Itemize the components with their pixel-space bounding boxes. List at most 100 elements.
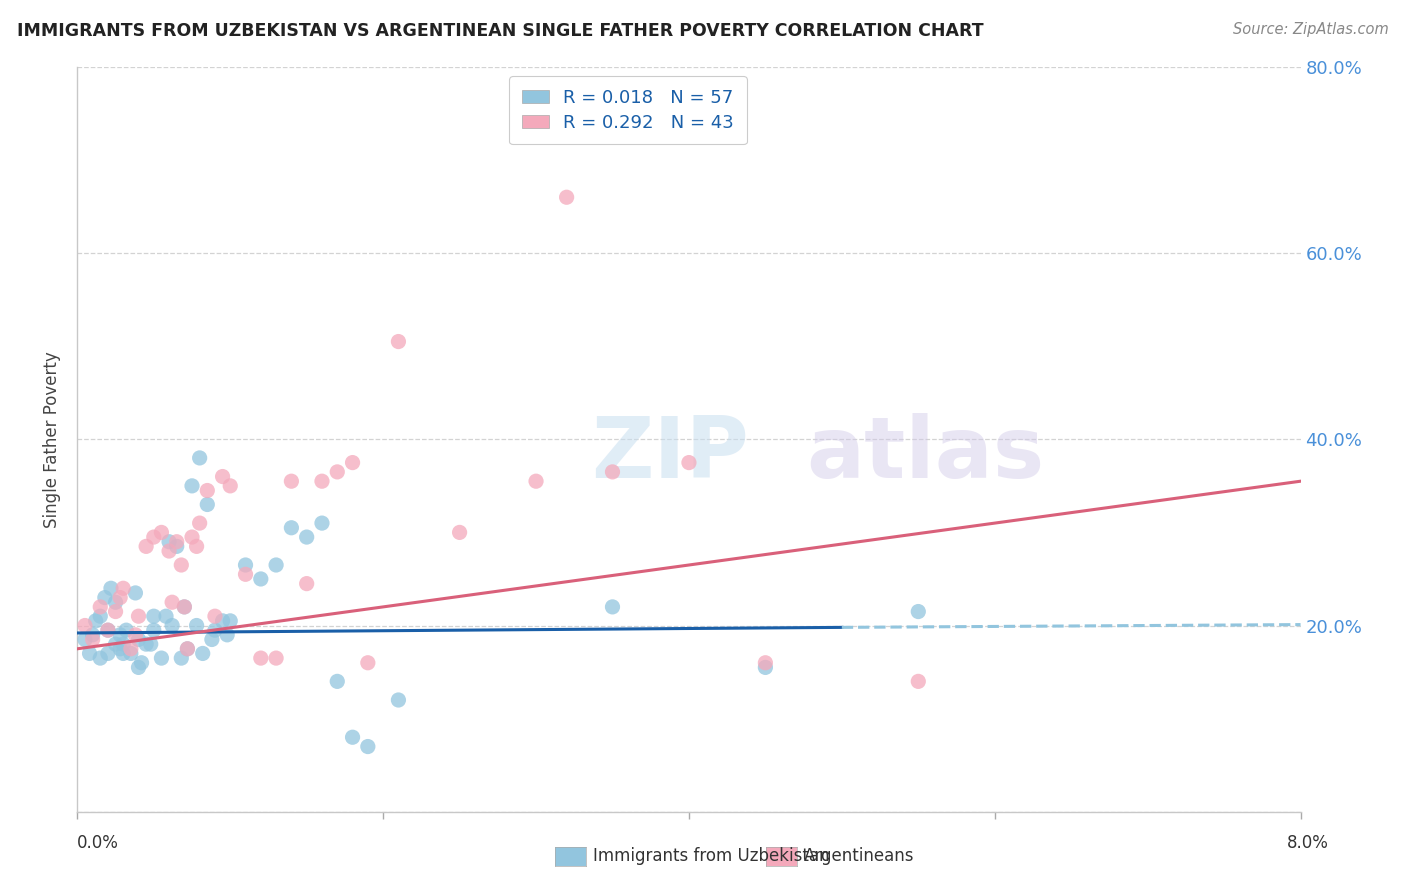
Point	[150, 525, 173, 540]
Point	[89, 609, 111, 624]
Point	[73, 632, 96, 647]
Point	[142, 530, 165, 544]
Point	[188, 516, 211, 530]
Point	[204, 609, 226, 624]
Point	[191, 647, 214, 661]
Point	[280, 474, 302, 488]
Point	[124, 586, 146, 600]
Point	[326, 465, 349, 479]
Point	[89, 651, 111, 665]
Point	[155, 609, 177, 624]
Point	[89, 599, 111, 614]
Legend: R = 0.018   N = 57, R = 0.292   N = 43: R = 0.018 N = 57, R = 0.292 N = 43	[509, 76, 747, 145]
Point	[94, 591, 117, 605]
Point	[387, 693, 409, 707]
Point	[678, 456, 700, 470]
Text: ZIP: ZIP	[591, 413, 749, 496]
Point	[186, 618, 208, 632]
Point	[181, 479, 204, 493]
Point	[128, 660, 150, 674]
Text: atlas: atlas	[807, 413, 1045, 496]
Point	[264, 558, 287, 572]
Point	[104, 605, 127, 619]
Point	[79, 647, 101, 661]
Point	[907, 605, 929, 619]
Point	[112, 582, 135, 596]
Point	[128, 632, 150, 647]
Point	[342, 456, 364, 470]
Point	[128, 609, 150, 624]
Point	[250, 572, 273, 586]
Point	[449, 525, 471, 540]
Point	[357, 656, 380, 670]
Point	[264, 651, 287, 665]
Point	[124, 628, 146, 642]
Point	[188, 450, 211, 465]
Point	[602, 599, 624, 614]
Point	[100, 582, 122, 596]
Point	[195, 483, 218, 498]
Point	[280, 521, 302, 535]
Point	[135, 637, 157, 651]
Point	[602, 465, 624, 479]
Point	[204, 623, 226, 637]
Point	[108, 641, 131, 656]
Point	[186, 540, 208, 554]
Point	[387, 334, 409, 349]
Point	[217, 628, 239, 642]
Point	[108, 591, 131, 605]
Point	[160, 618, 183, 632]
Point	[97, 647, 120, 661]
Point	[112, 647, 135, 661]
Point	[219, 479, 242, 493]
Point	[250, 651, 273, 665]
Point	[342, 730, 364, 744]
Point	[84, 614, 107, 628]
Point	[295, 530, 318, 544]
Point	[73, 618, 96, 632]
Point	[82, 628, 104, 642]
Point	[166, 540, 188, 554]
Point	[108, 628, 131, 642]
Point	[326, 674, 349, 689]
Point	[104, 595, 127, 609]
Point	[907, 674, 929, 689]
Text: Argentineans: Argentineans	[804, 847, 915, 865]
Point	[235, 558, 257, 572]
Point	[120, 641, 142, 656]
Point	[181, 530, 204, 544]
Point	[211, 614, 233, 628]
Point	[115, 623, 138, 637]
Point	[295, 576, 318, 591]
Point	[170, 651, 193, 665]
Point	[311, 474, 333, 488]
Point	[131, 656, 153, 670]
Point	[82, 632, 104, 647]
Point	[754, 656, 776, 670]
Text: Source: ZipAtlas.com: Source: ZipAtlas.com	[1233, 22, 1389, 37]
Point	[112, 637, 135, 651]
Point	[166, 534, 188, 549]
Point	[173, 599, 195, 614]
Text: 0.0%: 0.0%	[77, 834, 120, 852]
Point	[135, 540, 157, 554]
Point	[357, 739, 380, 754]
Point	[170, 558, 193, 572]
Point	[160, 595, 183, 609]
Point	[211, 469, 233, 483]
Point	[97, 623, 120, 637]
Text: 8.0%: 8.0%	[1286, 834, 1329, 852]
Point	[754, 660, 776, 674]
Text: IMMIGRANTS FROM UZBEKISTAN VS ARGENTINEAN SINGLE FATHER POVERTY CORRELATION CHAR: IMMIGRANTS FROM UZBEKISTAN VS ARGENTINEA…	[17, 22, 984, 40]
Y-axis label: Single Father Poverty: Single Father Poverty	[44, 351, 62, 528]
Point	[97, 623, 120, 637]
Point	[150, 651, 173, 665]
Point	[120, 647, 142, 661]
Point	[195, 498, 218, 512]
Point	[142, 609, 165, 624]
Point	[555, 190, 578, 204]
Point	[524, 474, 547, 488]
Point	[104, 637, 127, 651]
Point	[219, 614, 242, 628]
Point	[235, 567, 257, 582]
